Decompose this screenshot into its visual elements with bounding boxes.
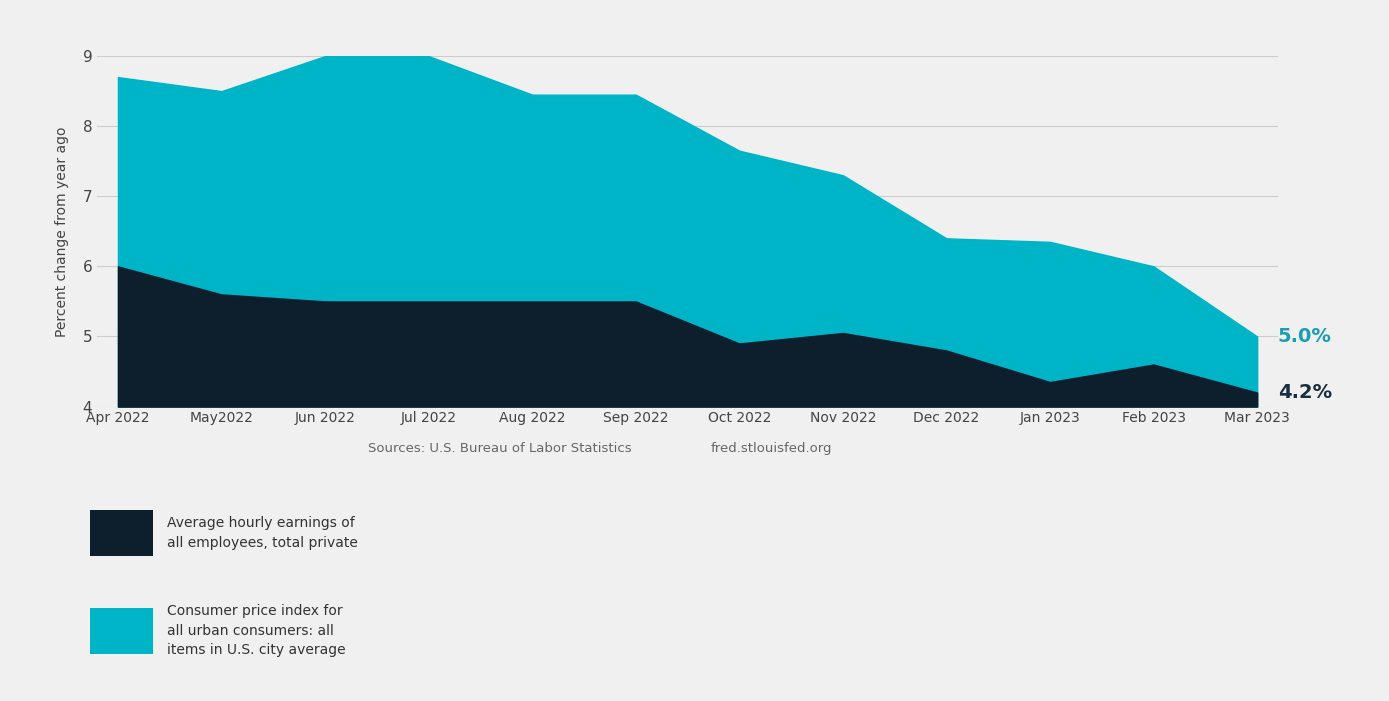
Text: 5.0%: 5.0% — [1278, 327, 1332, 346]
Text: Consumer price index for
all urban consumers: all
items in U.S. city average: Consumer price index for all urban consu… — [167, 604, 346, 658]
Text: Sources: U.S. Bureau of Labor Statistics: Sources: U.S. Bureau of Labor Statistics — [368, 442, 632, 455]
Text: 4.2%: 4.2% — [1278, 383, 1332, 402]
Y-axis label: Percent change from year ago: Percent change from year ago — [54, 126, 68, 336]
Text: fred.stlouisfed.org: fred.stlouisfed.org — [710, 442, 832, 455]
Text: Average hourly earnings of
all employees, total private: Average hourly earnings of all employees… — [167, 516, 357, 550]
